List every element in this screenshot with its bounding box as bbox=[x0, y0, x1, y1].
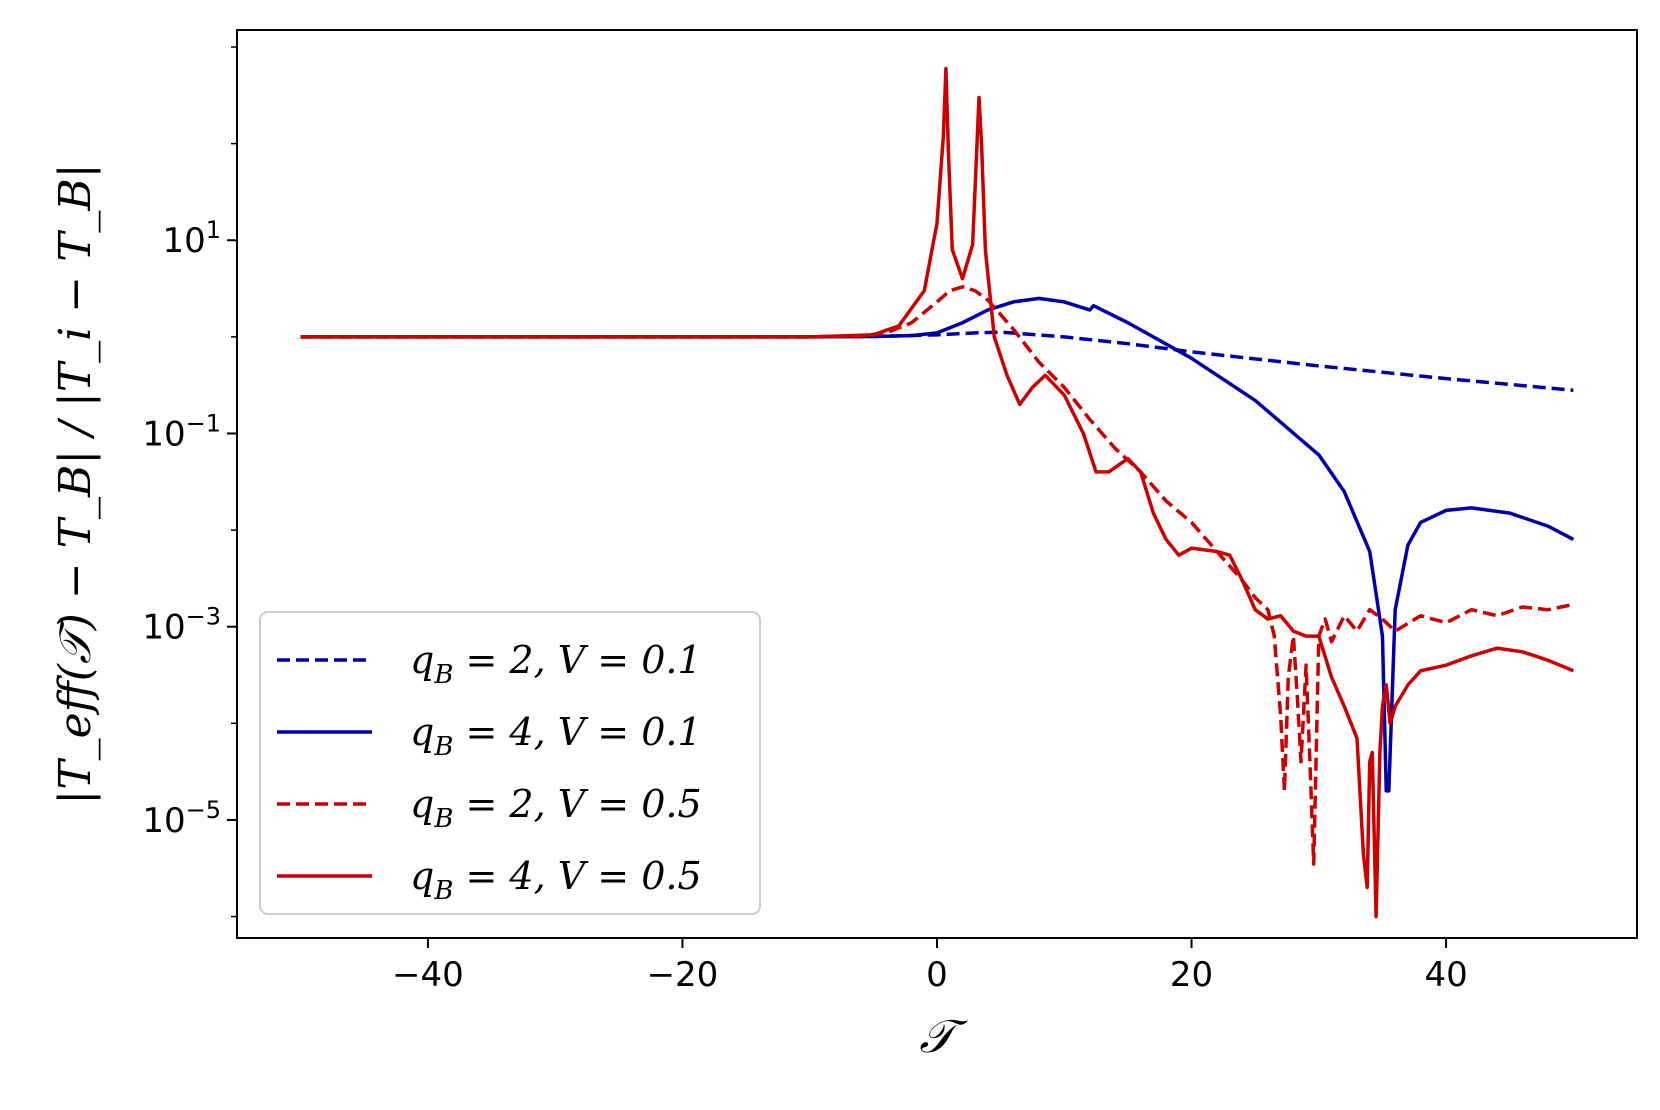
y-tick-label: 10−5 bbox=[142, 796, 221, 841]
legend: qB = 2, V = 0.1 qB = 4, V = 0.1 qB = 2, V … bbox=[259, 611, 761, 915]
x-tick-label: −40 bbox=[392, 955, 464, 995]
series-line-3 bbox=[300, 285, 1574, 866]
x-axis: −40 −20 0 20 40 bbox=[392, 938, 1468, 995]
legend-box bbox=[259, 611, 761, 915]
x-tick-label: 20 bbox=[1170, 955, 1213, 995]
y-tick-label: 10−1 bbox=[142, 409, 221, 454]
y-tick-label: 101 bbox=[162, 216, 221, 261]
series-layer bbox=[300, 66, 1575, 919]
legend-label-3: qB = 2, V = 0.5 bbox=[410, 782, 702, 834]
series-line-2 bbox=[300, 296, 1575, 793]
x-tick-label: −20 bbox=[647, 955, 719, 995]
y-axis: 10−5 10−3 10−1 101 bbox=[142, 46, 237, 918]
y-tick-label: 10−3 bbox=[142, 603, 221, 648]
legend-label-4: qB = 4, V = 0.5 bbox=[410, 854, 702, 906]
svg-text:|T_eff(𝒯) − T_B| / |T_i − T_B: |T_eff(𝒯) − T_B| / |T_i − T_B| bbox=[50, 163, 101, 804]
x-tick-label: 0 bbox=[926, 955, 948, 995]
legend-label-1: qB = 2, V = 0.1 bbox=[410, 638, 702, 690]
x-axis-title: 𝒯 bbox=[919, 1009, 968, 1063]
x-tick-label: 40 bbox=[1424, 955, 1467, 995]
y-axis-title: |T_eff(𝒯) − T_B| / |T_i − T_B| bbox=[50, 163, 101, 804]
series-line-4 bbox=[300, 66, 1575, 919]
legend-label-2: qB = 4, V = 0.1 bbox=[410, 710, 702, 762]
